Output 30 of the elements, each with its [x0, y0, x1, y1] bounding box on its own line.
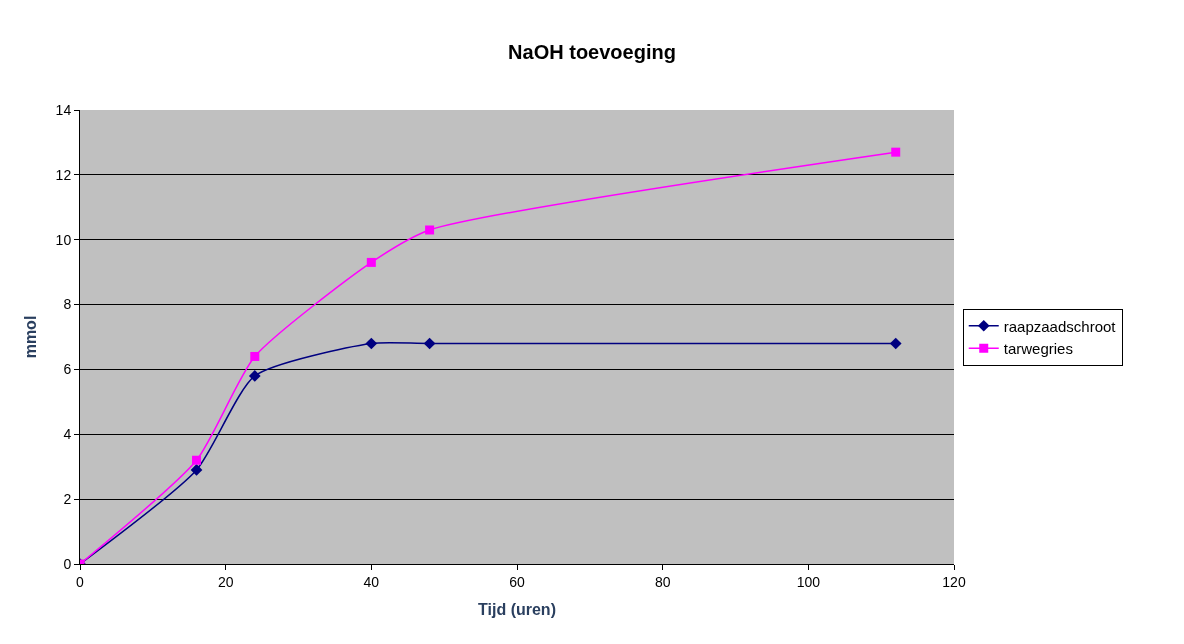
y-tick-label: 12 — [55, 166, 72, 183]
legend-label: tarwegries — [1003, 340, 1073, 358]
point — [365, 337, 378, 350]
x-axis-title: Tijd (uren) — [478, 601, 556, 619]
y-tick-label: 6 — [63, 361, 72, 378]
x-tick-label: 80 — [654, 573, 671, 590]
point — [423, 337, 436, 350]
point — [248, 370, 261, 382]
x-tick-label: 20 — [217, 573, 234, 590]
y-tick-label: 0 — [63, 555, 72, 572]
point — [891, 147, 901, 157]
point — [190, 464, 203, 476]
x-tick-label: 0 — [76, 573, 85, 590]
point — [366, 257, 376, 267]
y-tick-label: 4 — [63, 426, 72, 443]
y-tick-label: 2 — [63, 491, 72, 508]
point — [250, 351, 260, 361]
x-tick-label: 120 — [942, 573, 966, 590]
x-tick-label: 100 — [796, 573, 821, 590]
y-tick-label: 14 — [55, 101, 72, 118]
point — [889, 337, 902, 350]
chart-title: NaOH toevoeging — [508, 41, 676, 64]
point — [192, 455, 202, 465]
x-tick-label: 60 — [509, 573, 525, 590]
y-axis-title: mmol — [21, 315, 39, 359]
point — [425, 225, 435, 235]
y-tick-label: 10 — [55, 231, 72, 248]
x-tick-label: 40 — [363, 573, 380, 590]
y-tick-label: 8 — [63, 296, 72, 313]
legend-label: raapzaadschroot — [1003, 317, 1117, 335]
